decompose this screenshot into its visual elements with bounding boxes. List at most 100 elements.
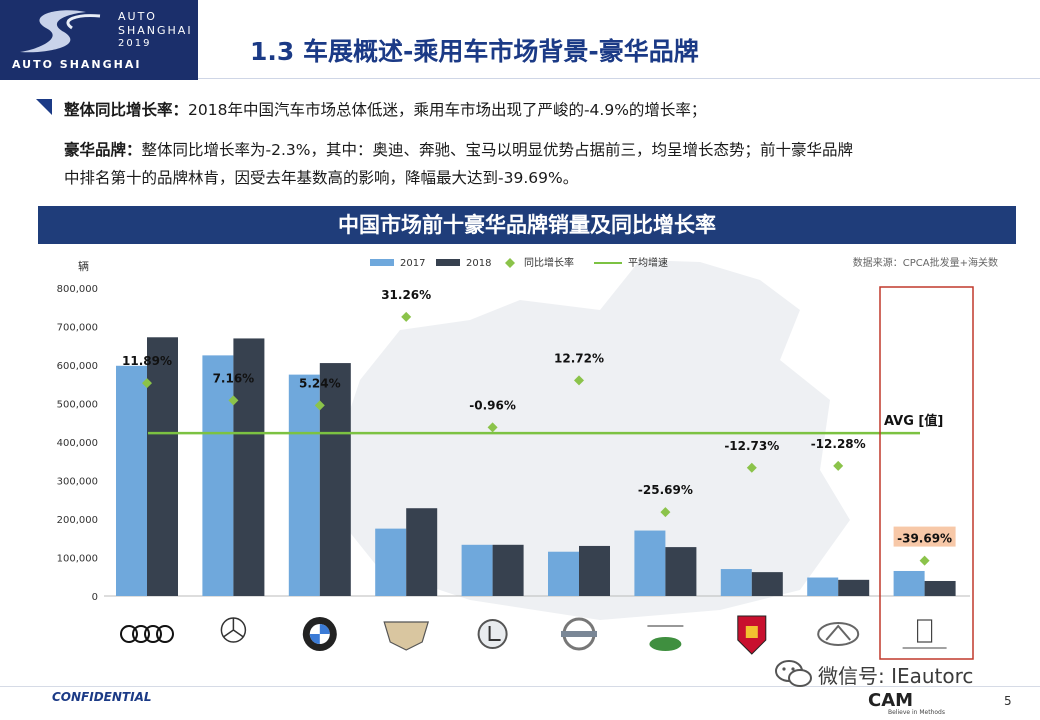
bullet-1-label: 整体同比增长率： (64, 101, 189, 119)
growth-marker-jaguar-land-rover (660, 507, 671, 518)
legend-label-2017: 2017 (400, 258, 425, 269)
y-tick-label: 0 (92, 592, 98, 603)
bullet-3: 中排名第十的品牌林肯，因受去年基数高的影响，降幅最大达到-39.69%。 (64, 166, 578, 188)
bar-2018-lexus (492, 544, 524, 596)
header: AUTO SHANGHAI 2019 AUTO SHANGHAI 1.3 车展概… (0, 0, 1040, 80)
brand-logo-bmw-icon (302, 617, 337, 651)
bar-2018-porsche (751, 572, 783, 596)
y-tick-label: 200,000 (57, 515, 98, 526)
data-source: 数据来源：CPCA批发量+海关数 (853, 256, 998, 269)
bar-2018-jaguar-land-rover (665, 547, 697, 596)
brand-logo-infiniti-icon (817, 622, 860, 646)
bullet-triangle-icon (36, 99, 52, 115)
bar-2017-cadillac (375, 528, 407, 596)
bar-2018-cadillac (406, 508, 438, 596)
growth-marker-lincoln (919, 555, 930, 566)
bar-2017-bmw (288, 374, 320, 596)
wechat-icon (775, 660, 812, 687)
legend: 2017 2018 同比增长率 平均增速 (370, 256, 668, 269)
bar-2017-volvo (548, 551, 579, 596)
highlight-label-bg (893, 526, 956, 547)
growth-label-volvo: 12.72% (554, 351, 604, 365)
y-tick-label: 800,000 (57, 284, 98, 295)
bar-2017-audi (116, 365, 147, 596)
bar-2018-lincoln (924, 580, 956, 596)
brand-logo-mercedes-benz-icon (220, 617, 247, 643)
growth-label-porsche: -12.73% (724, 439, 779, 453)
logo-text-year: 2019 (118, 38, 152, 49)
bullet-2-text: 整体同比增长率为-2.3%，其中：奥迪、奔驰、宝马以明显优势占据前三，均呈增长态… (141, 141, 853, 159)
brand-logo-lincoln-icon (902, 619, 947, 649)
auto-shanghai-s-logo-icon (20, 10, 101, 53)
bar-2018-volvo (579, 545, 610, 596)
bullet-2: 豪华品牌：整体同比增长率为-2.3%，其中：奥迪、奔驰、宝马以明显优势占据前三，… (64, 138, 853, 160)
china-map-backdrop-icon (330, 260, 850, 620)
chart-banner: 中国市场前十豪华品牌销量及同比增长率 (38, 206, 1016, 244)
growth-marker-cadillac (401, 311, 412, 322)
legend-swatch-growth (505, 258, 515, 268)
brand-logo-porsche-icon (737, 615, 767, 655)
bar-2017-infiniti (807, 577, 839, 596)
page-number: 5 (1004, 694, 1012, 708)
brand-logo-cadillac-icon (383, 621, 430, 651)
logo-text-bottom: AUTO SHANGHAI (12, 58, 142, 71)
growth-label-mercedes-benz: 7.16% (213, 371, 255, 385)
growth-marker-porsche (746, 462, 757, 473)
cam-tagline: Believe in Methods (888, 709, 945, 716)
growth-label-lincoln: -39.69% (897, 532, 952, 546)
brand-logo-jaguar-land-rover-icon (647, 625, 684, 651)
bars (116, 337, 956, 596)
bullet-3-text: 中排名第十的品牌林肯，因受去年基数高的影响，降幅最大达到-39.69%。 (64, 169, 579, 187)
legend-label-2018: 2018 (466, 258, 491, 269)
growth-marker-infiniti (833, 460, 844, 471)
bar-2018-audi (147, 337, 178, 596)
footer-divider (0, 686, 1040, 687)
bar-2017-lincoln (893, 570, 925, 596)
y-tick-label: 100,000 (57, 554, 98, 565)
confidential-label: CONFIDENTIAL (52, 690, 152, 704)
bar-2018-infiniti (838, 579, 870, 596)
brand-logos (120, 615, 947, 655)
growth-label-bmw: 5.24% (299, 376, 341, 390)
average-line: AVG [值] (148, 413, 943, 435)
growth-label-jaguar-land-rover: -25.69% (638, 483, 693, 497)
bar-2018-bmw (319, 363, 351, 596)
bullet-2-label: 豪华品牌： (64, 141, 142, 159)
legend-label-average: 平均增速 (628, 256, 668, 269)
legend-swatch-2018 (436, 259, 460, 266)
lincoln-highlight-box (879, 286, 974, 660)
growth-marker-mercedes-benz (228, 395, 239, 406)
bar-2017-mercedes-benz (202, 355, 234, 596)
growth-label-lexus: -0.96% (469, 398, 516, 412)
bar-2017-jaguar-land-rover (634, 530, 666, 596)
y-axis-label: 辆 (78, 259, 89, 273)
growth-marker-bmw (314, 400, 325, 411)
brand-logo-volvo-icon (561, 617, 597, 651)
title-divider (198, 78, 1040, 79)
bar-2017-lexus (461, 544, 493, 596)
growth-marker-audi (142, 378, 152, 389)
growth-label-audi: 11.89% (122, 354, 172, 368)
brand-logo-lexus-icon (477, 619, 508, 649)
bar-chart: 0 100,000 200,000 300,000 400,000 500,000 600,… (57, 256, 998, 660)
legend-label-growth: 同比增长率 (524, 256, 574, 269)
logo-text-shanghai: SHANGHAI (118, 24, 193, 37)
bar-2017-porsche (720, 569, 752, 596)
y-tick-label: 400,000 (57, 438, 98, 449)
growth-label-cadillac: 31.26% (381, 288, 431, 302)
cam-logo: CAM (868, 690, 914, 711)
y-tick-label: 500,000 (57, 400, 98, 411)
growth-marker-volvo (574, 375, 584, 386)
y-tick-label: 700,000 (57, 323, 98, 334)
auto-shanghai-logo: AUTO SHANGHAI 2019 AUTO SHANGHAI (0, 0, 198, 80)
page-title: 1.3 车展概述-乘用车市场背景-豪华品牌 (250, 37, 699, 66)
y-tick-label: 300,000 (57, 477, 98, 488)
bar-2018-mercedes-benz (233, 338, 265, 596)
growth-markers: 11.89% 7.16% 5.24% 31.26% -0.96% 12.72% -25.69… (122, 288, 956, 566)
y-tick-label: 600,000 (57, 361, 98, 372)
brand-logo-audi-icon (120, 625, 174, 643)
average-label: AVG [值] (884, 413, 943, 429)
bullet-1: 整体同比增长率：2018年中国汽车市场总体低迷，乘用车市场出现了严峻的-4.9%… (64, 98, 706, 120)
legend-swatch-2017 (370, 259, 394, 266)
growth-marker-lexus (487, 422, 498, 433)
